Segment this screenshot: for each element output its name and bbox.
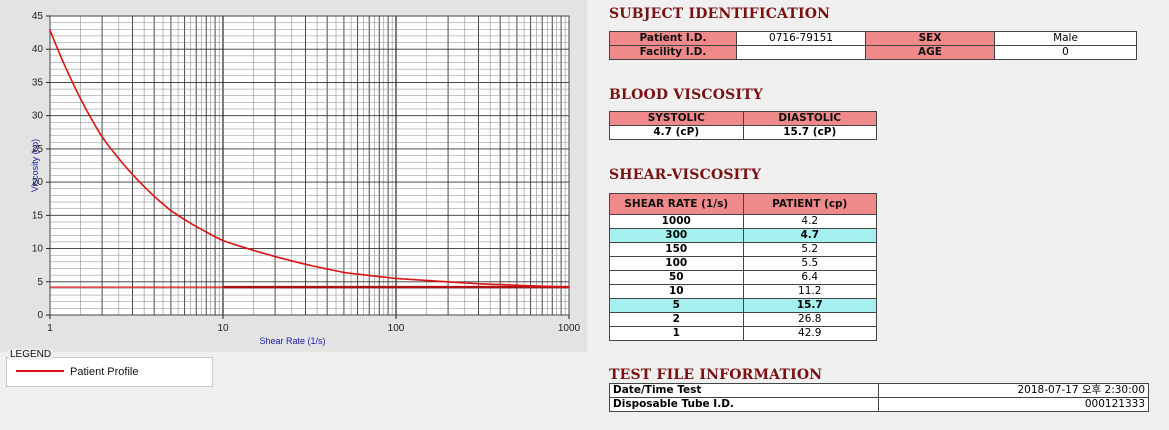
blood-viscosity-title: BLOOD VISCOSITY [609,87,764,103]
x-tick-label: 100 [388,323,405,334]
datetime-label: Date/Time Test [609,383,879,398]
patient-cp-header: PATIENT (cp) [742,193,877,215]
data-point [170,209,172,212]
data-point [49,29,51,31]
x-tick-label: 1 [47,323,53,334]
shear-viscosity-table: SHEAR RATE (1/s) PATIENT (cp) 1000 4.2 300… [609,193,877,341]
patient-cp-cell: 15.7 [742,298,877,313]
blood-viscosity-table: SYSTOLIC DIASTOLIC 4.7 (cP) 15.7 (cP) [609,111,877,140]
data-point [395,277,397,280]
shear-rate-cell: 1 [609,326,744,341]
shear-rate-header: SHEAR RATE (1/s) [609,193,744,215]
shear-rate-cell: 150 [609,242,744,257]
test-file-title: TEST FILE INFORMATION [609,367,823,383]
tube-id-label: Disposable Tube I.D. [609,397,879,412]
legend-series-label: Patient Profile [70,366,139,378]
legend-line-swatch [16,370,64,372]
shear-table-row: 150 5.2 [609,242,877,257]
patient-cp-cell: 26.8 [742,312,877,327]
patient-id-value: 0716-79151 [736,31,866,46]
x-tick-label: 1000 [558,323,581,334]
plot-border [49,15,570,316]
patient-cp-cell: 5.2 [742,242,877,257]
y-tick-label: 5 [37,277,43,288]
data-point [343,271,345,274]
datetime-value: 2018-07-17 오후 2:30:00 [878,383,1149,398]
diastolic-label: DIASTOLIC [742,111,877,126]
legend-title: LEGEND [8,349,54,360]
patient-cp-cell: 4.2 [742,214,877,229]
data-point [222,239,224,242]
data-point [477,282,480,285]
shear-rate-cell: 2 [609,312,744,327]
y-tick-label: 30 [32,111,44,122]
shear-rate-cell: 50 [609,270,744,285]
shear-rate-cell: 300 [609,228,744,243]
y-tick-label: 25 [32,144,44,155]
tube-id-value: 000121333 [878,397,1149,412]
shear-table-row: 10 11.2 [609,284,877,299]
data-point [568,286,570,288]
y-tick-label: 35 [32,77,44,88]
patient-cp-cell: 11.2 [742,284,877,299]
patient-cp-cell: 42.9 [742,326,877,341]
subject-section-title: SUBJECT IDENTIFICATION [609,6,831,22]
sex-value: Male [994,31,1137,46]
facility-id-value [736,45,866,60]
patient-cp-cell: 6.4 [742,270,877,285]
legend-box [6,357,213,387]
patient-cp-cell: 4.7 [742,228,877,243]
data-point [101,136,103,138]
systolic-label: SYSTOLIC [609,111,744,126]
shear-rate-cell: 1000 [609,214,744,229]
subject-table: Patient I.D. 0716-79151 SEX Male Facilit… [609,31,1137,60]
sex-label: SEX [865,31,995,46]
y-tick-label: 15 [32,210,44,221]
shear-table-row: 1000 4.2 [609,214,877,229]
facility-id-label: Facility I.D. [609,45,737,60]
x-tick-label: 10 [217,323,229,334]
y-tick-label: 40 [32,44,44,55]
shear-viscosity-title: SHEAR-VISCOSITY [609,167,762,183]
y-tick-label: 20 [32,177,44,188]
y-tick-label: 0 [37,310,43,321]
chart-panel: 0 5 10 15 20 25 30 35 40 45 1 10 100 1000 Shear Rate (… [0,0,587,352]
shear-rate-cell: 100 [609,256,744,271]
y-axis-title: Viscosity (cp) [30,139,40,192]
age-value: 0 [994,45,1137,60]
patient-id-label: Patient I.D. [609,31,737,46]
data-point [425,279,428,282]
patient-cp-cell: 5.5 [742,256,877,271]
diastolic-value: 15.7 (cP) [742,125,877,140]
viscosity-chart: 0 5 10 15 20 25 30 35 40 45 1 10 100 1000 Shear Rate (… [30,11,581,346]
age-label: AGE [865,45,995,60]
shear-table-body: 1000 4.2 300 4.7 150 5.2 100 5.5 50 6.4 10 11.2 5 15.… [609,214,877,341]
y-tick-label: 10 [32,244,44,255]
test-file-table: Date/Time Test 2018-07-17 오후 2:30:00 Dis… [609,383,1149,412]
systolic-value: 4.7 (cP) [609,125,744,140]
x-axis-title: Shear Rate (1/s) [260,336,326,346]
plot-area [50,16,569,315]
shear-table-row: 300 4.7 [609,228,877,243]
shear-table-row: 5 15.7 [609,298,877,313]
shear-table-row: 1 42.9 [609,326,877,341]
y-tick-label: 45 [32,11,44,22]
shear-rate-cell: 5 [609,298,744,313]
shear-table-row: 50 6.4 [609,270,877,285]
shear-rate-cell: 10 [609,284,744,299]
shear-table-row: 2 26.8 [609,312,877,327]
shear-table-row: 100 5.5 [609,256,877,271]
